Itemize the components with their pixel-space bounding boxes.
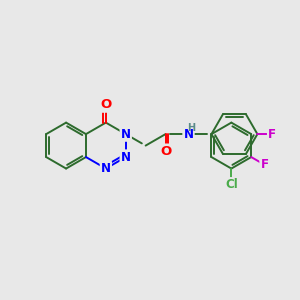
Text: N: N — [101, 162, 111, 175]
Text: Cl: Cl — [225, 178, 238, 191]
Text: F: F — [260, 158, 268, 171]
Text: O: O — [100, 98, 112, 111]
Text: N: N — [121, 128, 131, 141]
Text: H: H — [187, 123, 195, 133]
Text: F: F — [268, 128, 276, 141]
Text: N: N — [121, 151, 131, 164]
Text: N: N — [184, 128, 194, 141]
Text: O: O — [160, 145, 171, 158]
